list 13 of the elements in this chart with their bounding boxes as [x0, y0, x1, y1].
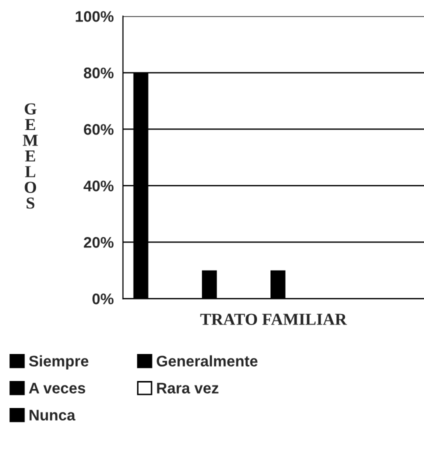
y-tick-label: 80%	[84, 68, 114, 78]
y-tick-label: 20%	[84, 237, 114, 248]
legend-label: A veces	[28, 382, 86, 394]
legend-label: Rara vez	[157, 382, 218, 394]
legend-label: Nunca	[30, 410, 76, 421]
x-axis-title: TRATO FAMILIAR	[200, 314, 348, 325]
y-axis-title: GEMELOS	[22, 103, 38, 209]
y-tick-label: 0%	[92, 294, 114, 304]
y-tick-label: 60%	[84, 124, 114, 135]
legend-label: Siempre	[29, 355, 88, 370]
legend-label: Generalmente	[156, 355, 258, 367]
y-tick-label: 100%	[76, 11, 114, 22]
y-tick-label: 40%	[84, 180, 114, 192]
